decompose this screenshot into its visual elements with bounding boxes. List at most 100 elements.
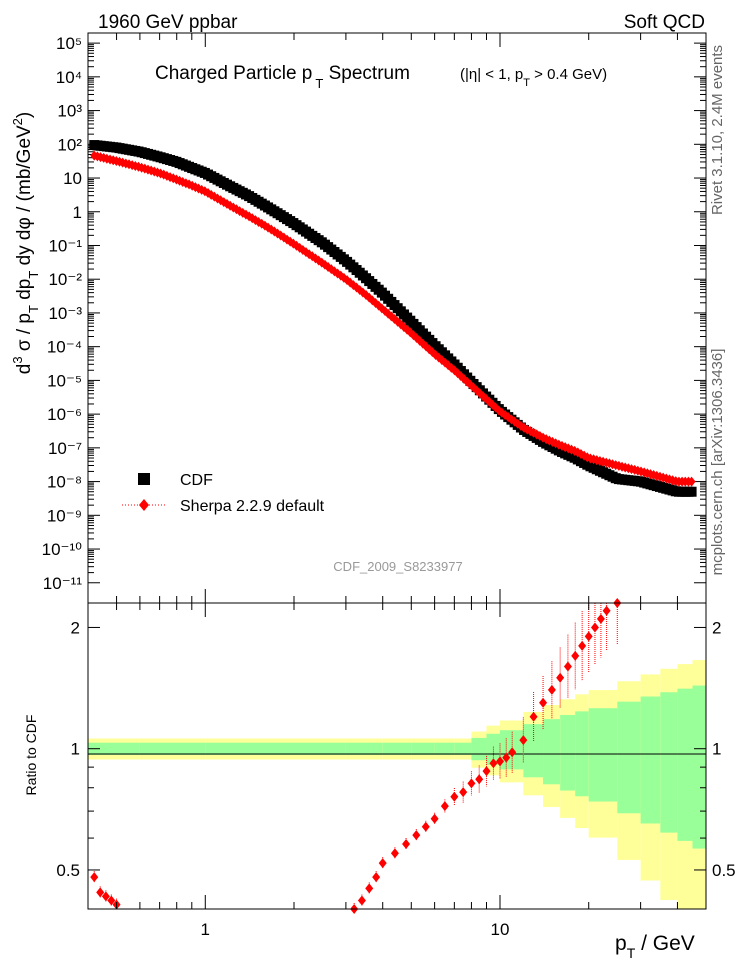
legend: CDF Sherpa 2.2.9 default bbox=[122, 472, 325, 515]
ratio-data-point bbox=[107, 895, 116, 906]
mcplots-label: mcplots.cern.ch [arXiv:1306.3436] bbox=[709, 349, 726, 576]
inner-uncertainty-band bbox=[523, 724, 544, 778]
y-tick-label: 10 bbox=[63, 169, 82, 188]
ratio-data-point bbox=[584, 631, 593, 642]
ratio-data-point bbox=[475, 774, 484, 785]
y-tick-label: 10² bbox=[57, 135, 82, 154]
ratio-data-point bbox=[467, 778, 476, 789]
inner-uncertainty-band bbox=[660, 692, 678, 833]
inner-uncertainty-band bbox=[471, 737, 487, 761]
ratio-uncertainty-bands bbox=[88, 660, 706, 909]
y-tick-label: 10⁻³ bbox=[48, 304, 82, 323]
y-tick-label: 10⁻¹ bbox=[48, 236, 82, 255]
y-tick-label: 10⁻⁹ bbox=[47, 506, 82, 525]
ratio-data-point bbox=[450, 791, 459, 802]
ratio-data-point bbox=[508, 747, 517, 758]
cdf-data-point bbox=[686, 486, 697, 497]
y-tick-label: 10⁻⁵ bbox=[47, 371, 82, 390]
inner-uncertainty-band bbox=[640, 696, 661, 824]
ratio-data-point bbox=[502, 752, 511, 763]
legend-mc-marker bbox=[139, 499, 149, 511]
ratio-tick-label-left: 2 bbox=[71, 618, 80, 637]
inner-uncertainty-band bbox=[692, 685, 706, 849]
ratio-data-point bbox=[90, 872, 99, 883]
ratio-y-axis: 0.5 0.5 1 1 2 2 bbox=[56, 618, 735, 880]
ratio-tick-label-left: 1 bbox=[71, 740, 80, 759]
ratio-data-point bbox=[440, 801, 449, 812]
ratio-data-point bbox=[430, 813, 439, 824]
legend-data-label: CDF bbox=[180, 472, 213, 489]
ratio-data-point bbox=[571, 650, 580, 661]
ratio-data-point bbox=[590, 622, 599, 633]
y-tick-label: 10⁻⁸ bbox=[47, 473, 82, 492]
ratio-data-point bbox=[482, 766, 491, 777]
inner-uncertainty-band bbox=[411, 742, 435, 755]
main-plot-panel: 10⁻¹¹ 10⁻¹⁰ 10⁻⁹ 10⁻⁸ 10⁻⁷ 10⁻⁶ 10⁻⁵ 10⁻⁴ 10⁻³ 10… bbox=[10, 32, 707, 604]
rivet-version-label: Rivet 3.1.10, 2.4M events bbox=[709, 45, 726, 215]
ratio-data-point bbox=[96, 887, 105, 898]
inner-uncertainty-band bbox=[139, 742, 206, 755]
header-right: Soft QCD bbox=[624, 12, 705, 33]
inner-uncertainty-band bbox=[205, 742, 294, 755]
inner-uncertainty-band bbox=[588, 708, 618, 802]
ratio-data-point bbox=[402, 838, 411, 849]
ratio-data-point bbox=[556, 672, 565, 683]
y-tick-label: 10⁻¹¹ bbox=[43, 574, 83, 593]
ratio-data-point bbox=[101, 891, 110, 902]
ratio-data-point bbox=[489, 758, 498, 769]
y-tick-label: 10⁴ bbox=[56, 68, 82, 87]
ratio-data-point bbox=[602, 605, 611, 616]
ratio-data-point bbox=[547, 684, 556, 695]
legend-mc-label: Sherpa 2.2.9 default bbox=[180, 498, 325, 515]
ratio-data-point bbox=[412, 830, 421, 841]
inner-uncertainty-band bbox=[454, 742, 472, 755]
ratio-data-point bbox=[539, 697, 548, 708]
mc-data-point bbox=[687, 476, 696, 487]
ratio-tick-label-right: 2 bbox=[712, 618, 721, 637]
y-tick-label: 10⁵ bbox=[56, 34, 82, 53]
main-x-axis bbox=[87, 33, 707, 603]
ratio-data-point bbox=[519, 735, 528, 746]
y-tick-label: 10⁻⁶ bbox=[47, 405, 82, 424]
ratio-data-point bbox=[372, 872, 381, 883]
y-tick-label: 10⁻¹⁰ bbox=[42, 540, 83, 559]
y-tick-label: 10⁻⁴ bbox=[47, 338, 82, 357]
inner-uncertainty-band bbox=[677, 688, 693, 841]
ratio-data-point bbox=[496, 756, 504, 767]
y-tick-label: 10⁻⁷ bbox=[48, 439, 82, 458]
ratio-tick-label-left: 0.5 bbox=[56, 861, 80, 880]
ratio-data-point bbox=[578, 640, 587, 651]
analysis-id: CDF_2009_S8233977 bbox=[333, 559, 462, 574]
x-tick-label: 10 bbox=[491, 920, 510, 939]
y-tick-label: 10⁻² bbox=[48, 270, 82, 289]
ratio-data-point bbox=[357, 895, 366, 906]
mc-data-point bbox=[248, 213, 257, 224]
y-tick-label: 1 bbox=[73, 203, 82, 222]
inner-uncertainty-band bbox=[345, 742, 383, 755]
inner-uncertainty-band bbox=[434, 742, 455, 755]
inner-uncertainty-band bbox=[543, 719, 561, 785]
main-y-axis-label: d3 σ / pT dpT dy dφ / (mb/GeV2) bbox=[10, 112, 41, 375]
ratio-tick-label-right: 0.5 bbox=[712, 861, 736, 880]
inner-uncertainty-band bbox=[294, 742, 346, 755]
ratio-data bbox=[90, 598, 622, 914]
ratio-tick-label-right: 1 bbox=[712, 740, 721, 759]
ratio-data-point bbox=[459, 787, 468, 798]
ratio-data-point bbox=[596, 613, 605, 624]
legend-data-marker bbox=[138, 473, 150, 485]
ratio-x-axis: 1 10 bbox=[87, 603, 707, 939]
x-axis-label: pT / GeV bbox=[615, 932, 695, 961]
inner-uncertainty-band bbox=[382, 742, 412, 755]
x-tick-label: 1 bbox=[201, 920, 210, 939]
ratio-y-axis-label: Ratio to CDF bbox=[23, 715, 39, 796]
ratio-data-point bbox=[390, 848, 399, 859]
ratio-panel: 0.5 0.5 1 1 2 2 1 10 Ratio to CDF pT / GeV bbox=[23, 598, 736, 961]
ratio-data-point bbox=[563, 661, 572, 672]
ratio-plot-frame bbox=[87, 602, 707, 910]
ratio-data-point bbox=[529, 711, 538, 722]
ratio-data-point bbox=[421, 821, 430, 832]
y-tick-label: 10³ bbox=[57, 102, 82, 121]
header-left: 1960 GeV ppbar bbox=[98, 12, 238, 33]
